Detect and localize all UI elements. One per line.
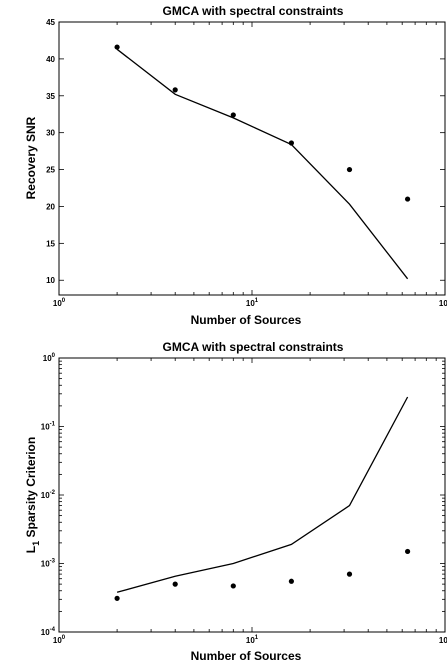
chart-l1-sparsity: GMCA with spectral constraints 100101102… bbox=[24, 340, 447, 663]
series-line bbox=[116, 48, 409, 280]
data-point bbox=[404, 548, 411, 555]
data-point bbox=[172, 87, 178, 93]
data-point bbox=[404, 196, 411, 202]
x-tick-label: 100 bbox=[53, 635, 66, 645]
x-tick-label-exponent: 1 bbox=[255, 635, 259, 641]
y-axis-label: Recovery SNR bbox=[24, 116, 38, 199]
y-tick-label: 20 bbox=[46, 202, 55, 211]
x-tick-label-base: 10 bbox=[246, 636, 255, 645]
data-point bbox=[230, 583, 236, 589]
y-tick-label: 25 bbox=[46, 166, 55, 175]
y-axis-label-rest: Sparsity Criterion bbox=[24, 437, 38, 541]
y-axis-label-subscript: 1 bbox=[31, 541, 41, 546]
data-marks bbox=[114, 44, 411, 280]
y-tick-label: 30 bbox=[46, 129, 55, 138]
y-tick-label: 10-2 bbox=[41, 490, 56, 500]
y-tick-label: 10-3 bbox=[41, 559, 56, 569]
x-tick-label-exponent: 0 bbox=[62, 635, 66, 641]
y-tick-label: 100 bbox=[43, 353, 56, 363]
x-axis-label: Number of Sources bbox=[191, 649, 302, 663]
chart-title: GMCA with spectral constraints bbox=[163, 4, 344, 18]
y-tick-label: 10 bbox=[46, 276, 55, 285]
axis-ticks: 1001011021015202530354045 bbox=[46, 18, 447, 308]
plot-frame bbox=[58, 21, 446, 296]
data-point bbox=[288, 578, 294, 584]
x-tick-label: 100 bbox=[53, 298, 66, 308]
x-tick-label: 102 bbox=[439, 635, 447, 645]
x-tick-label-base: 10 bbox=[53, 299, 62, 308]
y-tick-label: 10-1 bbox=[41, 422, 56, 432]
y-tick-label-exponent: -4 bbox=[50, 627, 56, 633]
data-point bbox=[346, 571, 353, 577]
y-tick-label: 40 bbox=[46, 55, 55, 64]
y-tick-label-exponent: -2 bbox=[50, 490, 56, 496]
y-tick-label-exponent: -1 bbox=[50, 422, 56, 428]
y-tick-label-base: 10 bbox=[41, 560, 50, 569]
x-tick-label-base: 10 bbox=[439, 636, 447, 645]
chart-recovery-snr: GMCA with spectral constraints 100101102… bbox=[24, 4, 447, 327]
y-tick-label-base: 10 bbox=[41, 423, 50, 432]
x-tick-label-exponent: 0 bbox=[62, 298, 66, 304]
x-tick-label-exponent: 1 bbox=[255, 298, 259, 304]
x-axis-label: Number of Sources bbox=[191, 313, 302, 327]
data-point bbox=[346, 166, 353, 173]
y-tick-label: 15 bbox=[46, 239, 55, 248]
y-axis-label: L1 Sparsity Criterion bbox=[24, 437, 41, 553]
x-tick-label-base: 10 bbox=[246, 299, 255, 308]
plot-frame bbox=[58, 357, 446, 633]
y-tick-label-exponent: -3 bbox=[50, 559, 56, 565]
x-tick-label: 102 bbox=[439, 298, 447, 308]
chart-title: GMCA with spectral constraints bbox=[163, 340, 344, 354]
data-marks bbox=[114, 396, 411, 601]
data-point bbox=[230, 112, 236, 118]
y-tick-label: 45 bbox=[46, 18, 55, 27]
y-tick-label-base: 10 bbox=[43, 354, 52, 363]
y-tick-label-exponent: 0 bbox=[52, 353, 56, 359]
y-tick-label: 35 bbox=[46, 92, 55, 101]
data-point bbox=[288, 140, 294, 146]
y-tick-label-base: 10 bbox=[41, 628, 50, 637]
data-point bbox=[114, 595, 120, 601]
data-point bbox=[172, 581, 178, 587]
x-tick-label-base: 10 bbox=[439, 299, 447, 308]
x-tick-label: 101 bbox=[246, 298, 259, 308]
x-tick-label: 101 bbox=[246, 635, 259, 645]
series-line bbox=[116, 396, 409, 593]
y-tick-label: 10-4 bbox=[41, 627, 56, 637]
data-point bbox=[114, 44, 120, 50]
y-tick-label-base: 10 bbox=[41, 491, 50, 500]
y-axis-label-main: L bbox=[24, 546, 38, 553]
x-tick-label-base: 10 bbox=[53, 636, 62, 645]
